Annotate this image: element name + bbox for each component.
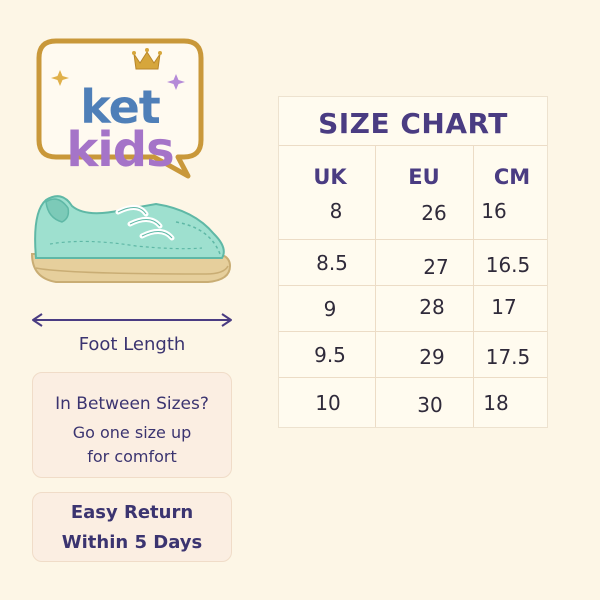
cell-uk: 8.5 [316,251,348,275]
cell-uk: 9.5 [314,343,346,367]
cell-eu: 30 [417,393,443,417]
cell-cm: 16 [481,199,507,223]
cell-eu: 27 [423,255,449,279]
column-divider [375,145,376,427]
sparkle-icon [51,70,69,86]
brand-logo: ket kids [36,38,204,179]
row-divider [279,285,547,286]
in-between-sizes-box: In Between Sizes? Go one size up for com… [32,372,232,478]
in-between-body-line1: Go one size up [72,423,192,442]
in-between-title: In Between Sizes? [55,394,209,414]
cell-cm: 17.5 [485,345,531,369]
col-header-uk: UK [313,165,347,189]
in-between-body: Go one size up for comfort [33,421,231,469]
easy-return-line1: Easy Return [70,502,194,523]
logo-kids-text: kids [66,122,174,178]
col-header-eu: EU [408,165,440,189]
row-divider [279,239,547,240]
cell-uk: 8 [329,199,343,223]
easy-return-box: Easy Return Within 5 Days [32,492,232,562]
cell-eu: 26 [421,201,447,225]
col-header-cm: CM [493,165,531,189]
in-between-body-line2: for comfort [87,447,177,466]
column-divider [473,145,474,427]
size-chart-title: SIZE CHART [318,107,508,140]
logo-ket-text: ket [80,80,161,134]
size-chart-table: SIZE CHART UK EU CM 8 26 16 8.5 27 16.5 … [278,96,548,428]
row-divider [279,377,547,378]
shoe-illustration [30,195,232,283]
crown-icon [132,48,162,70]
foot-length-label: Foot Length [78,334,186,355]
cell-eu: 28 [419,295,445,319]
row-divider [279,331,547,332]
cell-uk: 9 [323,297,337,321]
easy-return-line2: Within 5 Days [61,532,203,553]
cell-eu: 29 [419,345,445,369]
cell-uk: 10 [315,391,341,415]
header-divider [279,145,547,146]
cell-cm: 17 [491,295,517,319]
cell-cm: 16.5 [485,253,531,277]
cell-cm: 18 [483,391,509,415]
speech-bubble-frame [36,38,204,179]
sparkle-icon [167,74,185,90]
foot-length-arrow [32,313,232,327]
